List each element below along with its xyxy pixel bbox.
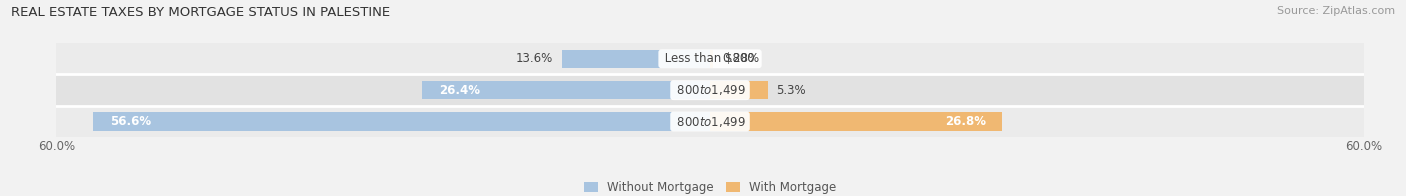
Bar [562, 50, 710, 68]
Text: 56.6%: 56.6% [110, 115, 150, 128]
Bar [710, 50, 713, 68]
Bar [56, 106, 1364, 137]
Text: Less than $800: Less than $800 [661, 52, 759, 65]
Bar [710, 113, 1002, 131]
Text: 26.4%: 26.4% [439, 84, 479, 97]
Text: REAL ESTATE TAXES BY MORTGAGE STATUS IN PALESTINE: REAL ESTATE TAXES BY MORTGAGE STATUS IN … [11, 6, 391, 19]
Text: 13.6%: 13.6% [516, 52, 553, 65]
Legend: Without Mortgage, With Mortgage: Without Mortgage, With Mortgage [579, 177, 841, 196]
Bar [422, 81, 710, 99]
Text: $800 to $1,499: $800 to $1,499 [673, 83, 747, 97]
Text: 0.28%: 0.28% [721, 52, 759, 65]
Text: $800 to $1,499: $800 to $1,499 [673, 114, 747, 129]
Bar [56, 43, 1364, 74]
Text: 5.3%: 5.3% [776, 84, 806, 97]
Text: Source: ZipAtlas.com: Source: ZipAtlas.com [1277, 6, 1395, 16]
Text: 26.8%: 26.8% [945, 115, 986, 128]
Bar [93, 113, 710, 131]
Bar [56, 74, 1364, 106]
Bar [710, 81, 768, 99]
